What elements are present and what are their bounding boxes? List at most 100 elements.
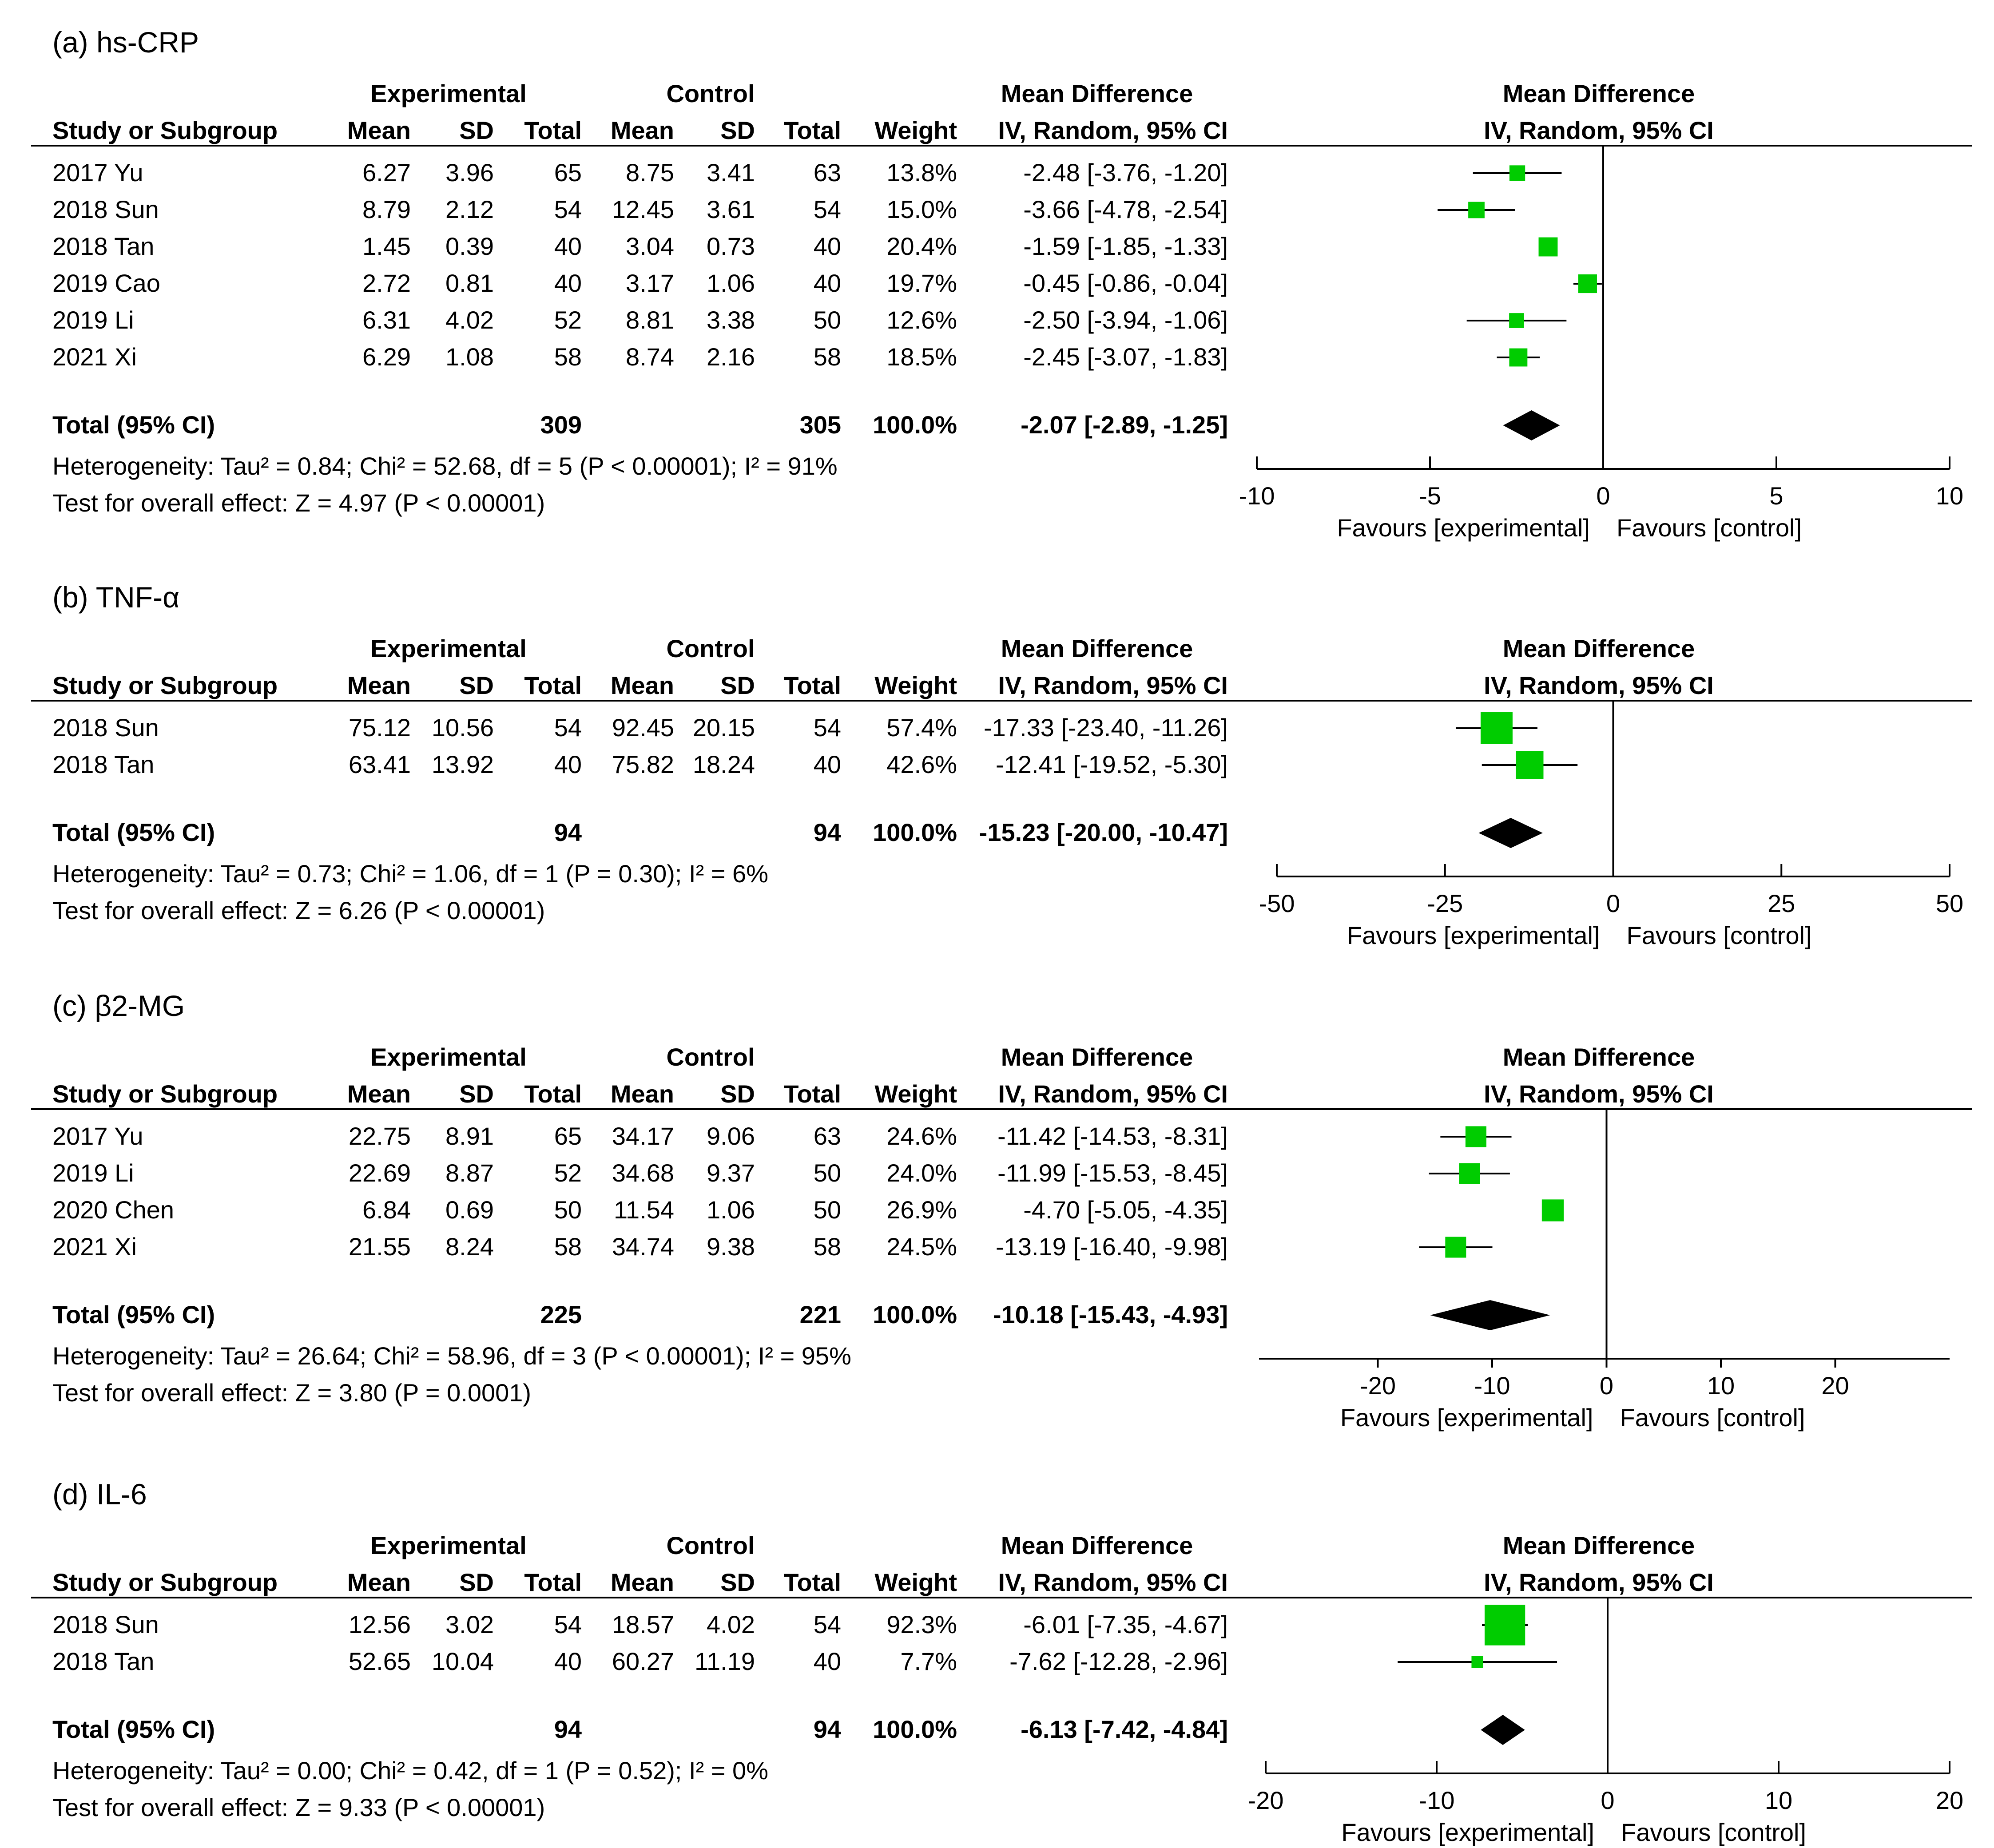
study-name: 2017 Yu bbox=[52, 1122, 143, 1150]
panel-title: (d) IL-6 bbox=[52, 1478, 147, 1511]
favours-control-label: Favours [control] bbox=[1627, 921, 1812, 949]
control-header: Control bbox=[666, 635, 755, 662]
total-weight: 100.0% bbox=[873, 818, 957, 846]
pooled-diamond bbox=[1503, 410, 1560, 440]
study-row: 2021 Xi 21.55 8.24 58 34.74 9.38 58 24.5% -13.19… bbox=[52, 1233, 1493, 1261]
effect-square bbox=[1509, 313, 1524, 328]
ctl-mean: 11.54 bbox=[614, 1196, 674, 1224]
study-row: 2019 Li 22.69 8.87 52 34.68 9.37 50 24.0% -11.99… bbox=[52, 1159, 1510, 1187]
control-header: Control bbox=[666, 1531, 755, 1559]
total-label: Total (95% CI) bbox=[52, 1301, 215, 1328]
favours-control-label: Favours [control] bbox=[1620, 1404, 1805, 1432]
x-tick-label: 25 bbox=[1768, 889, 1795, 917]
exp-sd-header: SD bbox=[459, 1568, 494, 1596]
study-row: 2018 Sun 8.79 2.12 54 12.45 3.61 54 15.0% -3.66 … bbox=[52, 195, 1515, 223]
study-name: 2020 Chen bbox=[52, 1196, 174, 1224]
exp-sd: 3.02 bbox=[445, 1610, 494, 1638]
x-tick-label: -5 bbox=[1419, 482, 1441, 510]
favours-experimental-label: Favours [experimental] bbox=[1347, 921, 1600, 949]
exp-mean: 6.84 bbox=[362, 1196, 411, 1224]
exp-total: 54 bbox=[554, 714, 582, 742]
ctl-mean: 8.74 bbox=[626, 343, 674, 371]
exp-total: 65 bbox=[554, 159, 582, 186]
exp-mean: 22.69 bbox=[349, 1159, 411, 1187]
exp-total-header: Total bbox=[524, 671, 582, 699]
exp-mean-header: Mean bbox=[347, 1080, 411, 1108]
x-tick-label: 10 bbox=[1936, 482, 1963, 510]
study-name: 2017 Yu bbox=[52, 159, 143, 186]
ctl-total: 54 bbox=[814, 1610, 841, 1638]
exp-total: 65 bbox=[554, 1122, 582, 1150]
panel-title: (a) hs-CRP bbox=[52, 26, 199, 59]
weight-header: Weight bbox=[874, 671, 957, 699]
exp-sd: 8.24 bbox=[445, 1233, 494, 1261]
total-row: Total (95% CI) 94 94 100.0% -15.23 [-20.00, … bbox=[52, 818, 1543, 848]
study-name: 2019 Li bbox=[52, 1159, 134, 1187]
ctl-mean: 92.45 bbox=[612, 714, 674, 742]
ctl-sd-header: SD bbox=[720, 116, 755, 144]
ctl-total: 50 bbox=[814, 306, 841, 334]
ctl-mean: 60.27 bbox=[612, 1647, 674, 1675]
ctl-sd: 11.19 bbox=[695, 1647, 755, 1675]
ctl-total: 40 bbox=[814, 750, 841, 778]
heterogeneity-text: Heterogeneity: Tau² = 26.64; Chi² = 58.9… bbox=[52, 1342, 851, 1370]
exp-sd: 2.12 bbox=[445, 195, 494, 223]
study-ci: -4.70 [-5.05, -4.35] bbox=[1023, 1196, 1228, 1224]
effect-square bbox=[1578, 274, 1597, 293]
ctl-sd: 4.02 bbox=[707, 1610, 755, 1638]
ctl-mean: 75.82 bbox=[612, 750, 674, 778]
exp-mean-header: Mean bbox=[347, 671, 411, 699]
ctl-sd: 3.61 bbox=[707, 195, 755, 223]
effect-square bbox=[1459, 1163, 1480, 1184]
effect-square bbox=[1480, 712, 1513, 744]
ctl-total: 50 bbox=[814, 1196, 841, 1224]
exp-mean: 22.75 bbox=[349, 1122, 411, 1150]
exp-total-header: Total bbox=[524, 116, 582, 144]
total-row: Total (95% CI) 225 221 100.0% -10.18 [-15.43… bbox=[52, 1300, 1550, 1330]
plot-method-header: IV, Random, 95% CI bbox=[1484, 1080, 1714, 1108]
pooled-diamond bbox=[1430, 1300, 1550, 1330]
weight-header: Weight bbox=[874, 1080, 957, 1108]
panel-title: (c) β2-MG bbox=[52, 989, 185, 1022]
ctl-total: 58 bbox=[814, 343, 841, 371]
total-row: Total (95% CI) 309 305 100.0% -2.07 [-2.89, … bbox=[52, 410, 1560, 440]
exp-total: 40 bbox=[554, 1647, 582, 1675]
exp-total: 40 bbox=[554, 269, 582, 297]
ci-method-header: IV, Random, 95% CI bbox=[998, 1080, 1228, 1108]
study-row: 2018 Sun 75.12 10.56 54 92.45 20.15 54 57.4% -17… bbox=[52, 712, 1537, 744]
exp-mean: 12.56 bbox=[349, 1610, 411, 1638]
total-exp-total: 225 bbox=[540, 1301, 582, 1328]
study-weight: 19.7% bbox=[886, 269, 957, 297]
effect-square bbox=[1541, 1199, 1564, 1221]
x-tick-label: 5 bbox=[1769, 482, 1783, 510]
study-column-header: Study or Subgroup bbox=[52, 671, 278, 699]
study-weight: 13.8% bbox=[886, 159, 957, 186]
ctl-sd: 2.16 bbox=[707, 343, 755, 371]
heterogeneity-text: Heterogeneity: Tau² = 0.84; Chi² = 52.68… bbox=[52, 452, 838, 480]
study-name: 2018 Sun bbox=[52, 714, 159, 742]
study-weight: 24.0% bbox=[886, 1159, 957, 1187]
total-ctl-total: 221 bbox=[800, 1301, 841, 1328]
study-row: 2018 Tan 63.41 13.92 40 75.82 18.24 40 42.6% -12… bbox=[52, 750, 1578, 779]
study-ci: -2.48 [-3.76, -1.20] bbox=[1023, 159, 1228, 186]
x-tick-label: -10 bbox=[1419, 1786, 1455, 1814]
exp-total-header: Total bbox=[524, 1080, 582, 1108]
study-ci: -2.50 [-3.94, -1.06] bbox=[1023, 306, 1228, 334]
study-row: 2018 Tan 1.45 0.39 40 3.04 0.73 40 20.4% -1.59 [… bbox=[52, 232, 1558, 260]
study-row: 2018 Sun 12.56 3.02 54 18.57 4.02 54 92.3% -6.01… bbox=[52, 1605, 1528, 1646]
study-name: 2018 Sun bbox=[52, 1610, 159, 1638]
x-tick-label: 0 bbox=[1600, 1372, 1613, 1400]
overall-effect-text: Test for overall effect: Z = 6.26 (P < 0… bbox=[52, 896, 545, 924]
exp-sd-header: SD bbox=[459, 1080, 494, 1108]
effect-square bbox=[1484, 1605, 1525, 1646]
total-weight: 100.0% bbox=[873, 1715, 957, 1743]
plot-mean-difference-header: Mean Difference bbox=[1503, 79, 1695, 107]
exp-mean: 6.27 bbox=[362, 159, 411, 186]
ctl-total: 40 bbox=[814, 269, 841, 297]
pooled-diamond bbox=[1481, 1715, 1525, 1745]
exp-mean: 6.29 bbox=[362, 343, 411, 371]
x-tick-label: -10 bbox=[1474, 1372, 1510, 1400]
exp-sd-header: SD bbox=[459, 671, 494, 699]
study-weight: 26.9% bbox=[886, 1196, 957, 1224]
study-ci: -6.01 [-7.35, -4.67] bbox=[1023, 1610, 1228, 1638]
